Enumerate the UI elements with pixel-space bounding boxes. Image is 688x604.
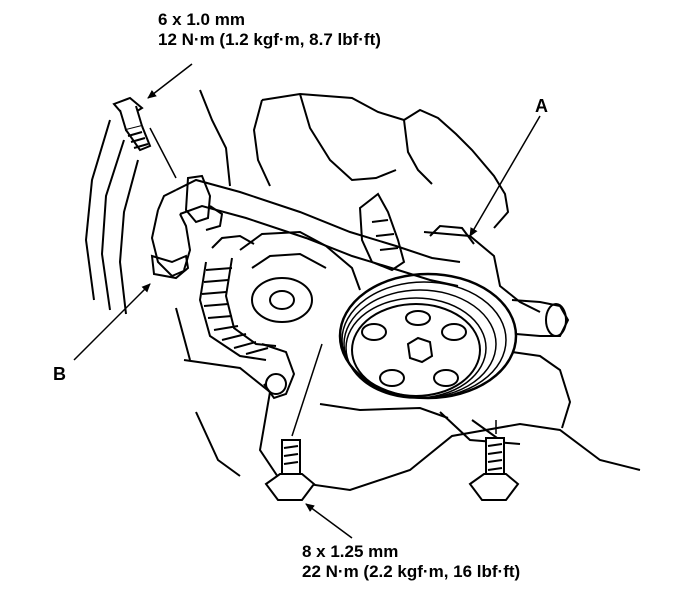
- bottom-bolt-size: 8 x 1.25 mm: [302, 542, 399, 561]
- bolt-8x125-right-icon: [468, 437, 520, 501]
- top-bolt-spec: 6 x 1.0 mm 12 N·m (1.2 kgf·m, 8.7 lbf·ft…: [158, 10, 381, 50]
- corrugated-hose: [198, 234, 296, 400]
- top-spec-leader: [147, 63, 193, 99]
- leader-lines: [73, 63, 541, 539]
- clamp-b: [150, 254, 190, 280]
- bottom-bolt-spec: 8 x 1.25 mm 22 N·m (2.2 kgf·m, 16 lbf·ft…: [302, 542, 520, 582]
- bolt-8x125-left-icon: [264, 439, 316, 501]
- bottom-bolt-torque: 22 N·m (2.2 kgf·m, 16 lbf·ft): [302, 562, 521, 581]
- top-bolt-guide-line: [149, 127, 177, 179]
- top-bolt-torque: 12 N·m (1.2 kgf·m, 8.7 lbf·ft): [158, 30, 381, 49]
- engine-block-outline: [84, 89, 641, 492]
- bottom-spec-leader: [305, 503, 353, 539]
- pump-pulley: [338, 272, 518, 400]
- callout-a-leader: [469, 115, 541, 237]
- hose-bracket: [358, 192, 406, 272]
- pump-body: [239, 224, 570, 337]
- top-bolt-size: 6 x 1.0 mm: [158, 10, 245, 29]
- bottom-bolt-guide-line: [291, 343, 323, 437]
- callout-a-label: A: [535, 96, 548, 116]
- upper-hose: [150, 178, 461, 287]
- bolt-6x1-icon: [112, 96, 152, 152]
- hose-clamp-upper: [184, 174, 224, 231]
- callout-b-label: B: [53, 364, 66, 384]
- callout-b-leader: [73, 283, 151, 361]
